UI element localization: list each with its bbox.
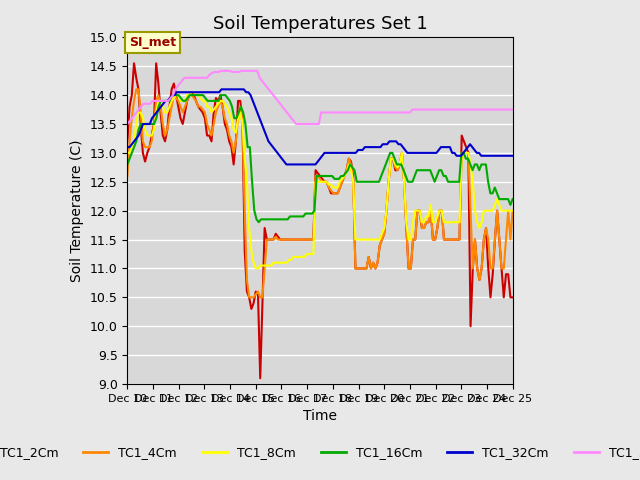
Legend: TC1_2Cm, TC1_4Cm, TC1_8Cm, TC1_16Cm, TC1_32Cm, TC1_50Cm: TC1_2Cm, TC1_4Cm, TC1_8Cm, TC1_16Cm, TC1… — [0, 442, 640, 465]
Text: SI_met: SI_met — [129, 36, 176, 49]
Title: Soil Temperatures Set 1: Soil Temperatures Set 1 — [212, 15, 428, 33]
X-axis label: Time: Time — [303, 409, 337, 423]
Y-axis label: Soil Temperature (C): Soil Temperature (C) — [70, 139, 84, 282]
